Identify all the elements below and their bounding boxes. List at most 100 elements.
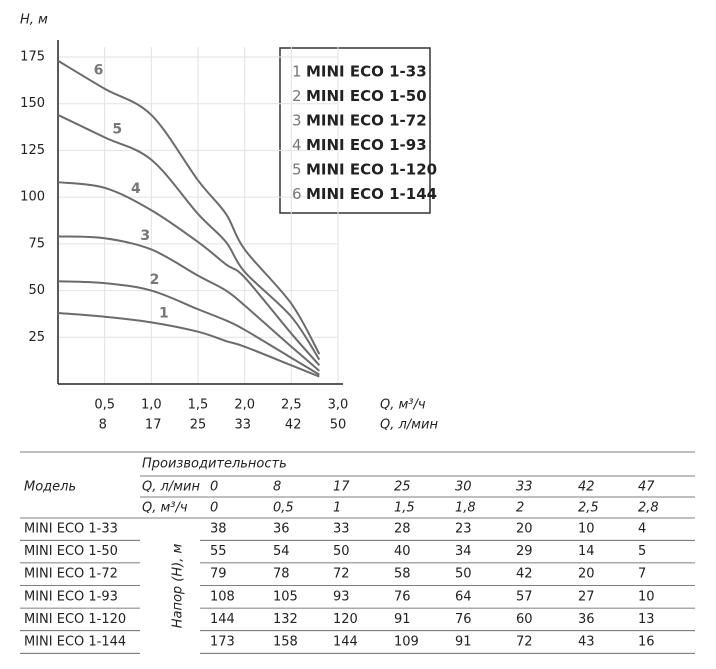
legend-number: 4	[292, 136, 302, 154]
y-tick-label: 25	[28, 330, 45, 345]
flow-value: 42	[578, 480, 595, 495]
flow-value: 47	[638, 480, 655, 495]
x2-tick-label: 50	[330, 418, 347, 433]
head-value: 132	[273, 612, 298, 627]
head-value: 105	[273, 589, 298, 604]
flow-value: 0,5	[273, 501, 294, 516]
head-value: 50	[455, 567, 472, 582]
y-tick-label: 125	[20, 143, 45, 158]
x-tick-label: 2,5	[281, 398, 302, 413]
head-value: 4	[638, 522, 646, 537]
x2-tick-label: 33	[235, 418, 252, 433]
model-name: MINI ECO 1-120	[24, 612, 126, 627]
head-value: 57	[516, 589, 533, 604]
head-value: 50	[333, 544, 350, 559]
head-value: 91	[394, 612, 411, 627]
model-name: MINI ECO 1-144	[24, 635, 126, 650]
head-value: 76	[455, 612, 472, 627]
curve-label: 3	[140, 228, 150, 244]
head-value: 29	[516, 544, 533, 559]
head-value: 78	[273, 567, 290, 582]
flow-value: 33	[516, 480, 533, 495]
y-tick-label: 75	[28, 236, 45, 251]
flow-value: 25	[394, 480, 411, 495]
head-value: 173	[210, 635, 235, 650]
head-value: 91	[455, 635, 472, 650]
head-value: 120	[333, 612, 358, 627]
model-name: MINI ECO 1-50	[24, 544, 118, 559]
head-value: 158	[273, 635, 298, 650]
flow-label: Q, л/мин	[142, 480, 200, 495]
head-value: 40	[394, 544, 411, 559]
head-value: 93	[333, 589, 350, 604]
flow-value: 0	[210, 501, 218, 516]
model-header: Модель	[24, 480, 76, 495]
head-value: 144	[333, 635, 358, 650]
legend-label: MINI ECO 1-33	[306, 63, 427, 81]
curve	[57, 114, 321, 361]
curve	[57, 181, 321, 366]
x2-axis-label: Q, л/мин	[380, 418, 438, 433]
legend-number: 5	[292, 161, 302, 179]
head-value: 79	[210, 567, 227, 582]
x-tick-label: 3,0	[328, 398, 349, 413]
flow-value: 2,8	[638, 501, 659, 516]
head-value: 7	[638, 567, 646, 582]
flow-value: 8	[273, 480, 281, 495]
head-value: 144	[210, 612, 235, 627]
head-value: 36	[578, 612, 595, 627]
head-value: 54	[273, 544, 290, 559]
head-value: 64	[455, 589, 472, 604]
flow-label: Q, м³/ч	[142, 501, 188, 516]
x2-tick-label: 17	[145, 418, 162, 433]
curve-label: 1	[159, 305, 169, 321]
head-value: 34	[455, 544, 472, 559]
curve	[57, 59, 321, 355]
x2-tick-label: 25	[190, 418, 207, 433]
legend-label: MINI ECO 1-50	[306, 87, 427, 105]
y-tick-label: 100	[20, 190, 45, 205]
x-tick-label: 0,5	[94, 398, 115, 413]
legend-label: MINI ECO 1-72	[306, 112, 427, 130]
curve-label: 5	[112, 122, 122, 138]
head-value: 20	[578, 567, 595, 582]
y-tick-label: 150	[20, 96, 45, 111]
x2-tick-label: 42	[285, 418, 302, 433]
flow-value: 17	[333, 480, 350, 495]
flow-value: 1,8	[455, 501, 476, 516]
head-value: 27	[578, 589, 595, 604]
legend-box	[279, 47, 431, 214]
curve	[57, 311, 320, 378]
flow-value: 2	[516, 501, 524, 516]
flow-value: 2,5	[578, 501, 599, 516]
legend-number: 3	[292, 112, 302, 130]
y-tick-label: 50	[28, 283, 45, 298]
head-value: 72	[516, 635, 533, 650]
head-label: Напор (H), м	[171, 544, 186, 629]
x-axis-label: Q, м³/ч	[380, 398, 426, 413]
head-value: 28	[394, 522, 411, 537]
head-value: 55	[210, 544, 227, 559]
head-value: 76	[394, 589, 411, 604]
curve-label: 4	[131, 181, 141, 197]
curve-label: 2	[150, 272, 160, 288]
head-value: 60	[516, 612, 533, 627]
model-name: MINI ECO 1-33	[24, 522, 118, 537]
head-value: 20	[516, 522, 533, 537]
head-value: 5	[638, 544, 646, 559]
curve-label: 6	[94, 62, 104, 78]
head-value: 10	[578, 522, 595, 537]
x-tick-label: 1,5	[188, 398, 209, 413]
x-tick-label: 1,0	[141, 398, 162, 413]
legend-number: 1	[292, 63, 302, 81]
y-tick-label: 175	[20, 50, 45, 65]
head-value: 43	[578, 635, 595, 650]
head-value: 108	[210, 589, 235, 604]
model-name: MINI ECO 1-93	[24, 589, 118, 604]
legend-label: MINI ECO 1-144	[306, 185, 437, 203]
head-value: 13	[638, 612, 655, 627]
head-value: 14	[578, 544, 595, 559]
legend-label: MINI ECO 1-120	[306, 161, 437, 179]
head-value: 16	[638, 635, 655, 650]
